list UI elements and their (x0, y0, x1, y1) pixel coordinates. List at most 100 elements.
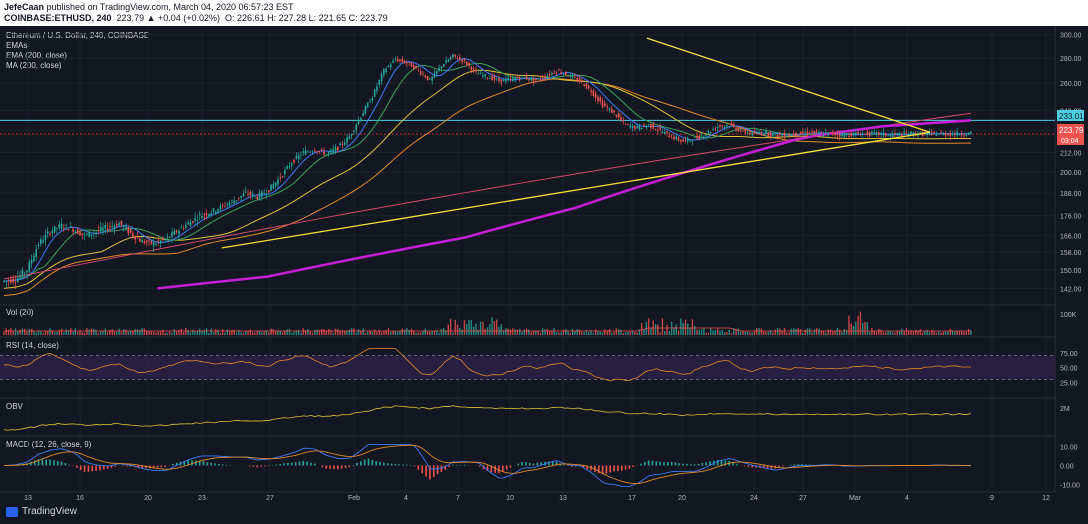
candle-body (19, 274, 21, 278)
volume-bar (903, 331, 905, 335)
candle-body (261, 191, 263, 197)
volume-bar (737, 328, 740, 335)
volume-bar (482, 321, 484, 335)
tradingview-logo[interactable]: TradingView (6, 506, 77, 517)
volume-bar (760, 328, 763, 335)
macd-histogram-bar (375, 461, 377, 466)
candle-body (424, 75, 427, 78)
y-tick-label: 166.00 (1060, 233, 1082, 240)
tradingview-brand: TradingView (22, 506, 78, 517)
macd-histogram-bar (701, 462, 704, 466)
candle-body (553, 72, 556, 74)
volume-bar (251, 331, 254, 335)
candle-body (537, 78, 539, 79)
volume-bar (475, 323, 477, 335)
volume-bar (141, 328, 143, 335)
volume-bar (641, 322, 643, 335)
candle-body (636, 125, 638, 128)
candle-body (779, 133, 781, 135)
candle-body (277, 179, 279, 185)
vol-pane-label: Vol (20) (6, 308, 34, 317)
candle-body (629, 125, 632, 128)
author-name[interactable]: JefeCaan (4, 2, 45, 12)
candle-body (617, 113, 620, 118)
volume-bar (783, 328, 786, 335)
candle-body (825, 132, 827, 134)
candle-body (99, 226, 102, 231)
volume-bar (83, 332, 86, 335)
volume-bar (746, 331, 749, 335)
candle-body (815, 131, 818, 132)
candle-body (622, 119, 625, 121)
volume-bar (608, 329, 611, 335)
volume-bar (30, 328, 33, 335)
x-tick-label: 20 (144, 495, 152, 502)
macd-histogram-bar (279, 463, 282, 466)
macd-histogram-bar (248, 465, 251, 467)
candle-body (963, 135, 965, 137)
candle-body (288, 166, 291, 168)
candle-body (74, 231, 77, 233)
countdown-text: 03:04 (1061, 138, 1079, 145)
candle-body (558, 70, 560, 71)
volume-bar (387, 328, 390, 335)
macd-histogram-bar (102, 465, 105, 470)
volume-bar (311, 332, 314, 335)
candle-body (307, 151, 309, 153)
volume-bar (544, 329, 546, 335)
volume-bar (394, 330, 397, 335)
volume-bar (822, 330, 825, 335)
candle-body (903, 131, 905, 134)
volume-bar (143, 328, 146, 335)
x-tick-label: 7 (456, 495, 460, 502)
volume-bar (132, 330, 134, 335)
candle-body (217, 209, 219, 212)
volume-bar (431, 330, 433, 335)
volume-bar (180, 328, 182, 335)
volume-bar (928, 332, 931, 335)
volume-bar (806, 328, 809, 335)
macd-tick-label: 0.00 (1060, 464, 1074, 471)
candle-body (841, 133, 843, 136)
volume-bar (664, 331, 666, 335)
volume-bar (857, 315, 859, 335)
candle-body (705, 134, 707, 136)
macd-histogram-bar (413, 465, 416, 467)
candle-body (647, 124, 650, 125)
macd-histogram-bar (628, 465, 631, 469)
candle-body (373, 89, 376, 97)
volume-bar (786, 332, 788, 335)
candle-body (387, 65, 390, 67)
y-tick-label: 142.00 (1060, 286, 1082, 293)
candle-body (189, 221, 192, 227)
candle-body (394, 59, 397, 61)
volume-bar (514, 329, 516, 335)
candle-body (447, 59, 450, 62)
volume-bar (680, 318, 682, 335)
candle-body (935, 135, 938, 136)
volume-bar (931, 330, 933, 335)
candle-body (399, 59, 401, 61)
candle-body (95, 231, 97, 233)
candle-body (960, 133, 963, 136)
macd-histogram-bar (640, 463, 642, 466)
candle-body (468, 62, 470, 66)
macd-histogram-bar (298, 461, 301, 466)
candle-body (125, 226, 127, 229)
volume-bar (631, 330, 634, 335)
volume-bar (606, 330, 608, 335)
candle-body (965, 135, 968, 136)
candle-body (247, 194, 249, 196)
volume-bar (470, 320, 473, 335)
volume-bar (297, 329, 300, 335)
candle-body (795, 132, 797, 137)
volume-bar (258, 330, 261, 335)
macd-histogram-bar (110, 465, 113, 468)
candle-body (3, 280, 5, 282)
tradingview-icon (6, 506, 18, 517)
macd-histogram-bar (164, 465, 166, 467)
candle-body (864, 133, 866, 135)
rsi-tick-label: 75.00 (1060, 351, 1078, 358)
macd-histogram-bar (206, 462, 209, 466)
